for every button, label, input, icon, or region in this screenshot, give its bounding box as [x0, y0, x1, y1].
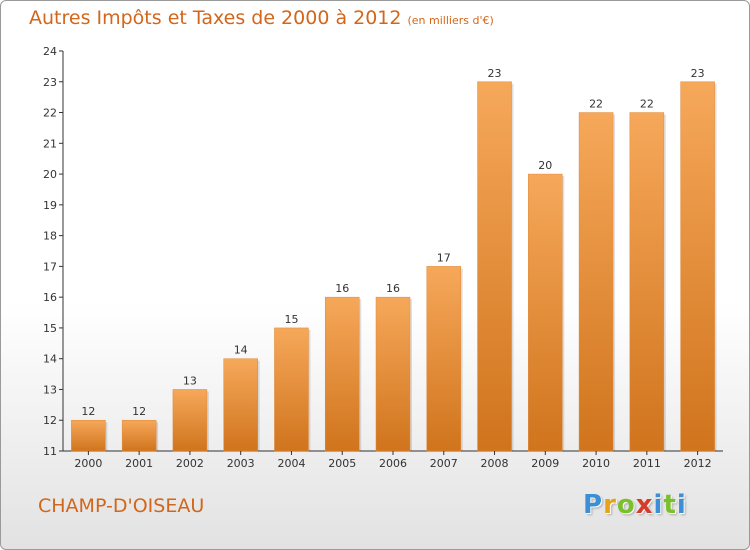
bar [172, 389, 208, 452]
bar [578, 112, 614, 452]
x-tick-label: 2000 [74, 457, 102, 470]
chart-subtitle: (en milliers d'€) [407, 14, 494, 27]
logo-letter: i [653, 490, 664, 520]
logo-letter: o [616, 490, 636, 520]
bar [274, 327, 309, 452]
x-tick-label: 2003 [227, 457, 255, 470]
x-tick-label: 2012 [684, 457, 712, 470]
y-tick-label: 12 [43, 414, 57, 427]
data-label: 12 [132, 405, 146, 418]
bar [121, 419, 157, 452]
y-tick-label: 17 [43, 260, 57, 273]
x-tick-label: 2007 [430, 457, 458, 470]
data-label: 22 [589, 98, 603, 111]
x-tick-label: 2008 [481, 457, 509, 470]
data-label: 12 [81, 405, 95, 418]
bar [71, 419, 106, 452]
logo-letter: x [635, 490, 654, 520]
x-tick-label: 2002 [176, 457, 204, 470]
x-tick-label: 2009 [531, 457, 559, 470]
commune-name: CHAMP-D'OISEAU [38, 495, 205, 517]
data-label: 16 [335, 282, 349, 295]
y-tick-label: 15 [43, 322, 57, 335]
y-tick-label: 18 [43, 230, 57, 243]
data-label: 22 [640, 98, 654, 111]
data-label: 14 [234, 344, 248, 357]
data-label: 23 [488, 67, 502, 80]
data-label: 16 [386, 282, 400, 295]
bar [629, 112, 665, 452]
y-tick-label: 23 [43, 76, 57, 89]
x-tick-label: 2011 [633, 457, 661, 470]
x-tick-label: 2006 [379, 457, 407, 470]
bar [375, 296, 411, 452]
y-tick-label: 13 [43, 383, 57, 396]
logo-letter: P [583, 490, 604, 520]
y-tick-label: 14 [43, 353, 57, 366]
bar [528, 173, 563, 452]
bar [426, 266, 462, 452]
bar [477, 81, 512, 452]
bar [223, 358, 258, 452]
logo-letter: i [676, 490, 687, 520]
bar [680, 81, 715, 452]
x-tick-label: 2010 [582, 457, 610, 470]
logo-letter: r [603, 490, 617, 520]
y-tick-label: 24 [43, 45, 57, 58]
bar [324, 296, 360, 452]
logo-letter: t [663, 490, 677, 520]
data-label: 23 [691, 67, 705, 80]
x-tick-label: 2005 [328, 457, 356, 470]
proxiti-logo[interactable]: Proxiti [583, 490, 687, 520]
x-tick-label: 2004 [277, 457, 305, 470]
y-tick-label: 21 [43, 137, 57, 150]
y-tick-label: 19 [43, 199, 57, 212]
y-tick-label: 16 [43, 291, 57, 304]
chart-title-main: Autres Impôts et Taxes de 2000 à 2012 [29, 7, 402, 29]
y-tick-label: 11 [43, 445, 57, 458]
data-label: 13 [183, 374, 197, 387]
y-tick-label: 20 [43, 168, 57, 181]
x-tick-label: 2001 [125, 457, 153, 470]
data-label: 15 [284, 313, 298, 326]
data-label: 20 [538, 159, 552, 172]
data-label: 17 [437, 251, 451, 264]
y-tick-label: 22 [43, 107, 57, 120]
chart-title: Autres Impôts et Taxes de 2000 à 2012 (en… [29, 7, 494, 29]
